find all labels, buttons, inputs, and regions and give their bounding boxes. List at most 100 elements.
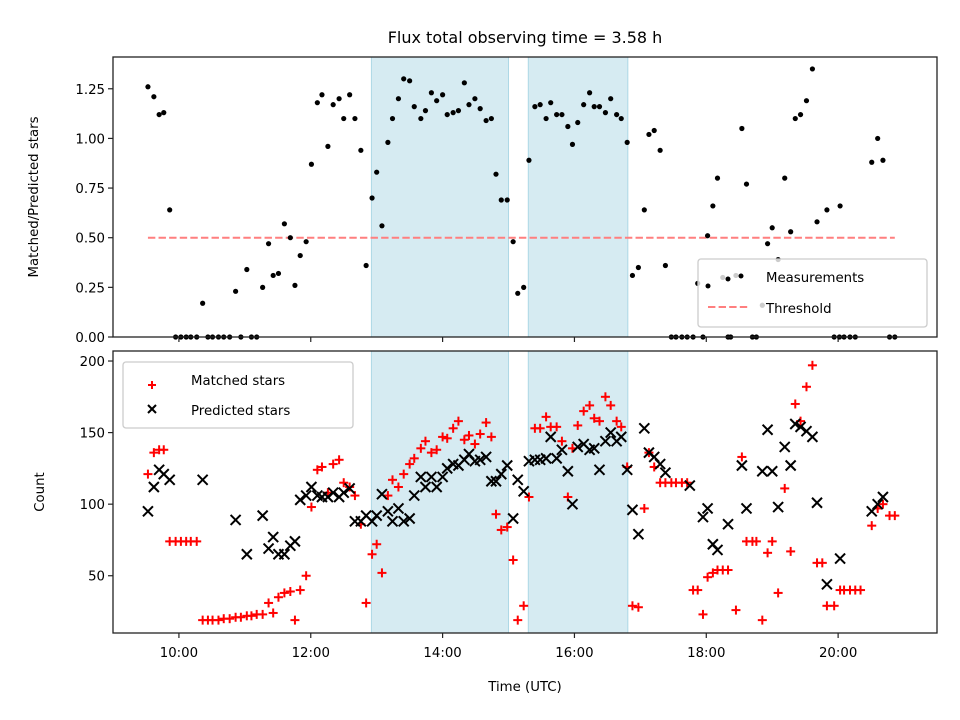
matched-star-point	[698, 609, 708, 619]
y-tick-label: 0.50	[75, 232, 105, 247]
measurement-point	[477, 106, 483, 112]
measurement-point	[341, 115, 347, 122]
ratio-legend-box	[697, 258, 928, 328]
predicted-star-point	[501, 459, 513, 472]
measurement-point	[510, 239, 516, 245]
count-legend: Matched stars Predicted stars	[122, 361, 354, 429]
measurement-point	[336, 96, 342, 102]
measurement-point	[401, 76, 407, 82]
y-tick-label: 0.25	[75, 281, 105, 296]
matched-star-point	[496, 525, 506, 535]
predicted-star-point	[599, 435, 612, 447]
matched-star-point	[541, 412, 551, 422]
matched-star-point	[773, 588, 783, 598]
y-tick-label: 100	[80, 498, 105, 513]
ratio-x-ticks	[178, 337, 839, 342]
matched-star-point	[723, 565, 733, 575]
predicted-star-point	[638, 422, 651, 435]
measurement-point	[418, 115, 424, 122]
measurement-point	[624, 139, 630, 145]
measurement-point	[704, 233, 711, 239]
measurement-point	[537, 102, 543, 108]
predicted-star-point	[343, 482, 356, 495]
predicted-star-point	[697, 511, 709, 523]
matched-star-point	[513, 615, 523, 625]
measurement-point	[543, 115, 549, 122]
predicted-star-point	[403, 512, 416, 525]
measurement-point	[444, 111, 450, 118]
matched-star-point	[612, 416, 622, 426]
matched-star-point	[420, 436, 430, 446]
x-tick-label: 14:00	[423, 646, 461, 661]
measurement-point	[265, 241, 272, 247]
count-axes-frame	[112, 350, 938, 634]
x-tick-label: 12:00	[292, 646, 330, 661]
observing-span-1	[370, 350, 510, 634]
predicted-stars-points	[142, 418, 889, 591]
predicted-star-point	[871, 498, 884, 510]
matched-star-point	[878, 499, 888, 509]
predicted-star-point	[512, 474, 524, 486]
predicted-star-point	[419, 481, 432, 493]
matched-star-point	[589, 413, 599, 423]
measurement-point	[395, 96, 402, 102]
matched-star-point	[383, 491, 393, 501]
measurement-point	[532, 104, 538, 110]
measurement-point	[292, 282, 298, 288]
measurement-point	[483, 117, 489, 124]
measurement-point	[352, 115, 358, 122]
predicted-star-point	[142, 505, 154, 518]
measurement-point	[385, 139, 391, 145]
matched-star-point	[464, 430, 474, 440]
measurement-point	[504, 197, 510, 203]
predicted-star-point	[784, 459, 797, 472]
predicted-star-point	[766, 465, 778, 477]
predicted-star-point	[392, 502, 405, 515]
matched-star-point	[737, 452, 747, 462]
ratio-panel: 0.00 0.25 0.50 0.75 1.00 1.25 Matched/Predict…	[27, 56, 938, 346]
predicted-star-point	[386, 515, 399, 528]
matched-star-point	[416, 443, 426, 453]
predicted-star-point	[376, 488, 388, 500]
predicted-star-point	[256, 509, 269, 522]
predicted-star-point	[736, 459, 748, 472]
legend-measurements-marker	[705, 283, 711, 289]
measurement-point	[575, 119, 581, 126]
measurement-point	[434, 98, 440, 104]
x-tick-label: 20:00	[819, 646, 857, 661]
measurement-point	[837, 203, 843, 209]
measurement-point	[156, 111, 162, 118]
matched-star-point	[372, 539, 382, 549]
y-tick-label: 0.75	[75, 182, 105, 197]
matched-star-point	[708, 568, 718, 578]
matched-star-point	[295, 585, 305, 595]
matched-star-point	[535, 423, 545, 433]
measurement-point	[498, 197, 504, 203]
measurement-point	[363, 262, 369, 269]
predicted-star-point	[278, 548, 291, 560]
matched-star-point	[432, 445, 442, 455]
observing-span-1	[370, 56, 510, 338]
measurement-point	[875, 135, 881, 142]
predicted-star-point	[294, 494, 306, 506]
predicted-star-point	[430, 481, 443, 493]
observing-spans	[370, 56, 629, 338]
predicted-star-point	[289, 535, 301, 548]
matched-star-point	[438, 432, 448, 442]
predicted-star-point	[163, 474, 176, 486]
measurement-point	[657, 147, 663, 153]
matched-star-point	[377, 568, 387, 578]
matched-star-point	[579, 406, 589, 416]
predicted-star-point	[593, 464, 606, 476]
predicted-star-point	[507, 512, 519, 525]
matched-star-point	[767, 536, 777, 546]
matched-star-point	[409, 453, 419, 463]
measurement-point	[809, 66, 816, 72]
measurement-point	[455, 108, 462, 114]
predicted-star-point	[262, 542, 275, 555]
measurement-point	[440, 92, 446, 98]
measurement-point	[618, 115, 624, 122]
matched-star-point	[264, 598, 274, 608]
predicted-star-point	[877, 491, 889, 503]
predicted-star-point	[425, 471, 438, 483]
